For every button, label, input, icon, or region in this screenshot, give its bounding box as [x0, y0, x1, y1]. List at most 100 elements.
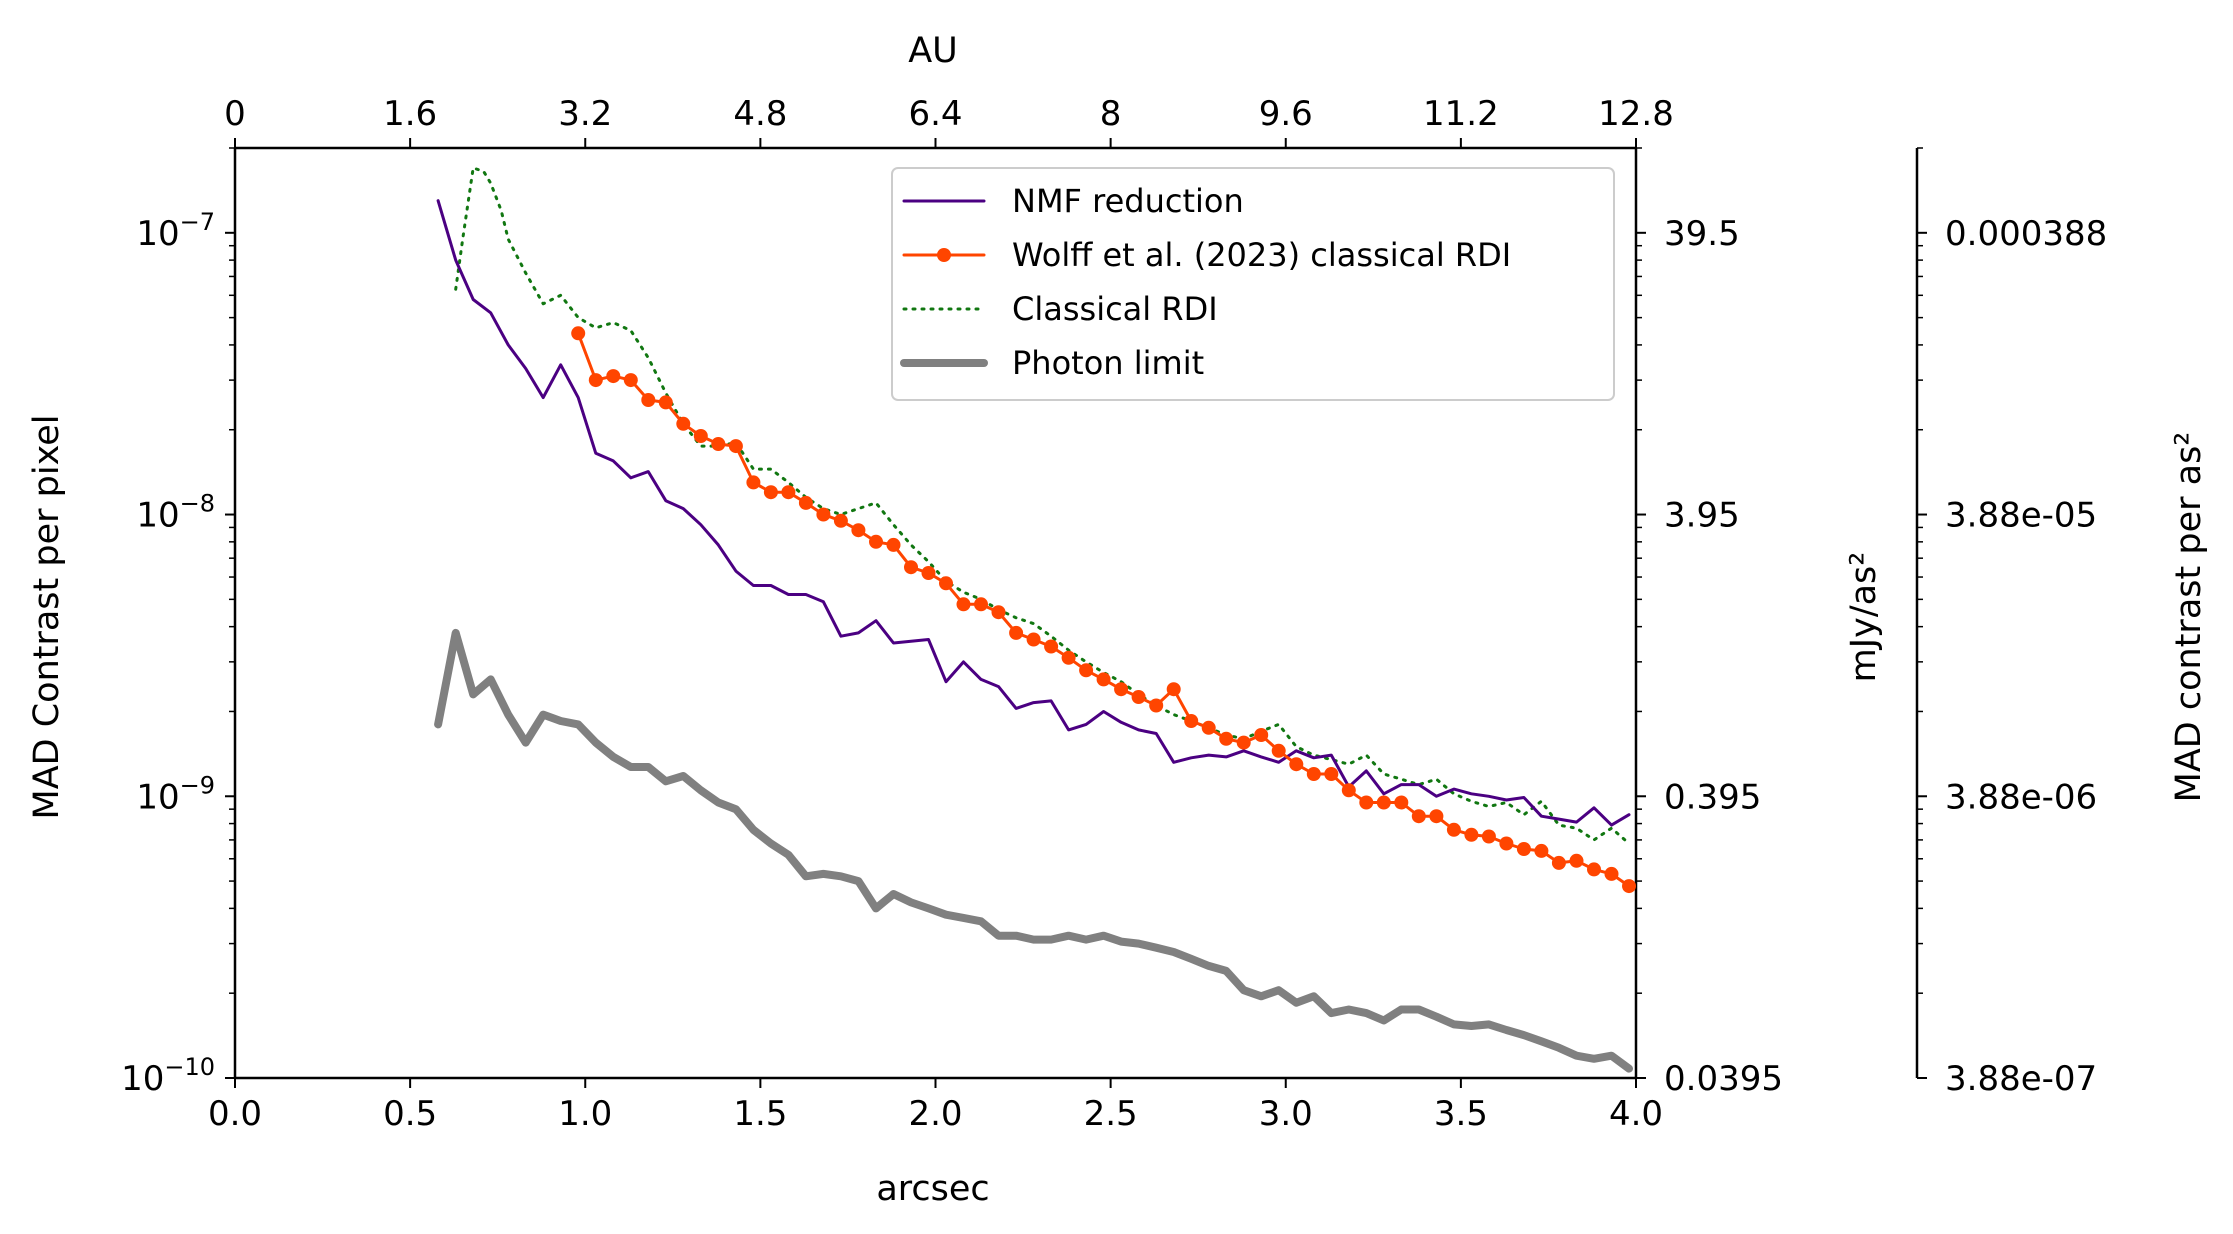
x-tick-label: 2.0: [908, 1094, 962, 1134]
data-point-wolff-et-al-2023-classical-rdi: [1604, 866, 1619, 881]
data-point-wolff-et-al-2023-classical-rdi: [571, 326, 586, 341]
data-point-wolff-et-al-2023-classical-rdi: [921, 566, 936, 580]
right-axis-1-tick-label: 39.5: [1664, 214, 1740, 254]
right-axis-2-tick-label: 3.88e-06: [1945, 777, 2097, 817]
legend-label: NMF reduction: [1012, 182, 1244, 220]
data-point-wolff-et-al-2023-classical-rdi: [1289, 757, 1304, 772]
data-point-wolff-et-al-2023-classical-rdi: [763, 485, 778, 500]
data-point-wolff-et-al-2023-classical-rdi: [781, 485, 796, 500]
top-axis-title: AU: [908, 31, 958, 71]
top-tick-label: 12.8: [1598, 94, 1674, 134]
data-point-wolff-et-al-2023-classical-rdi: [833, 513, 848, 528]
data-point-wolff-et-al-2023-classical-rdi: [798, 495, 813, 510]
y-tick-label: 10−10: [121, 1053, 215, 1099]
series-line-wolff-et-al-2023-classical-rdi: [576, 331, 1631, 888]
data-point-wolff-et-al-2023-classical-rdi: [991, 605, 1006, 620]
data-point-wolff-et-al-2023-classical-rdi: [1499, 836, 1514, 851]
data-point-wolff-et-al-2023-classical-rdi: [1551, 855, 1566, 870]
data-point-wolff-et-al-2023-classical-rdi: [1411, 809, 1426, 824]
x-tick-label: 1.0: [558, 1094, 612, 1134]
data-point-wolff-et-al-2023-classical-rdi: [1201, 720, 1216, 735]
y-axis-title: MAD Contrast per pixel: [27, 415, 67, 820]
series-line-nmf-reduction: [436, 199, 1631, 827]
data-point-wolff-et-al-2023-classical-rdi: [851, 523, 866, 538]
x-tick-label: 0.0: [208, 1094, 262, 1134]
data-point-wolff-et-al-2023-classical-rdi: [711, 437, 726, 451]
data-point-wolff-et-al-2023-classical-rdi: [1516, 842, 1531, 856]
data-point-wolff-et-al-2023-classical-rdi: [1149, 698, 1164, 713]
legend-marker: [937, 248, 951, 262]
data-point-wolff-et-al-2023-classical-rdi: [1114, 682, 1129, 697]
data-point-wolff-et-al-2023-classical-rdi: [816, 507, 831, 522]
data-point-wolff-et-al-2023-classical-rdi: [1271, 743, 1286, 758]
data-point-wolff-et-al-2023-classical-rdi: [693, 429, 708, 443]
x-tick-label: 3.5: [1434, 1094, 1488, 1134]
top-tick-label: 0: [224, 94, 246, 134]
data-point-wolff-et-al-2023-classical-rdi: [1236, 735, 1251, 750]
x-tick-label: 4.0: [1609, 1094, 1663, 1134]
data-point-wolff-et-al-2023-classical-rdi: [1044, 639, 1059, 654]
data-point-wolff-et-al-2023-classical-rdi: [1587, 862, 1601, 877]
data-point-wolff-et-al-2023-classical-rdi: [1026, 632, 1041, 647]
legend-label: Photon limit: [1012, 344, 1204, 382]
data-point-wolff-et-al-2023-classical-rdi: [1481, 829, 1496, 844]
data-point-wolff-et-al-2023-classical-rdi: [588, 373, 603, 388]
data-point-wolff-et-al-2023-classical-rdi: [1359, 795, 1374, 810]
data-point-wolff-et-al-2023-classical-rdi: [886, 537, 901, 552]
data-point-wolff-et-al-2023-classical-rdi: [1464, 827, 1479, 842]
legend-label: Classical RDI: [1012, 290, 1218, 328]
data-point-wolff-et-al-2023-classical-rdi: [956, 597, 971, 612]
top-tick-label: 9.6: [1259, 94, 1313, 134]
data-point-wolff-et-al-2023-classical-rdi: [1184, 714, 1199, 728]
data-point-wolff-et-al-2023-classical-rdi: [1131, 690, 1146, 704]
legend-label: Wolff et al. (2023) classical RDI: [1012, 236, 1511, 274]
series-line-classical-rdi: [454, 166, 1631, 845]
data-point-wolff-et-al-2023-classical-rdi: [939, 576, 953, 591]
data-point-wolff-et-al-2023-classical-rdi: [1376, 795, 1391, 810]
x-tick-label: 0.5: [383, 1094, 437, 1134]
x-tick-label: 3.0: [1259, 1094, 1313, 1134]
data-point-wolff-et-al-2023-classical-rdi: [1061, 650, 1076, 665]
data-point-wolff-et-al-2023-classical-rdi: [869, 534, 883, 549]
right-axis-2-tick-label: 0.000388: [1945, 214, 2107, 254]
right-axis-1-tick-label: 3.95: [1664, 496, 1740, 536]
top-tick-label: 6.4: [908, 94, 962, 134]
series-line-photon-limit: [434, 628, 1633, 1073]
y-tick-label: 10−8: [136, 490, 215, 536]
data-point-wolff-et-al-2023-classical-rdi: [974, 597, 988, 612]
data-point-wolff-et-al-2023-classical-rdi: [904, 560, 918, 575]
right-axis-2-tick-label: 3.88e-07: [1945, 1059, 2097, 1099]
top-tick-label: 1.6: [383, 94, 437, 134]
right-axis-1-title: mJy/as²: [1844, 552, 1884, 683]
data-point-wolff-et-al-2023-classical-rdi: [1166, 682, 1181, 697]
top-tick-label: 3.2: [558, 94, 612, 134]
data-point-wolff-et-al-2023-classical-rdi: [606, 369, 621, 384]
top-tick-label: 11.2: [1423, 94, 1499, 134]
data-point-wolff-et-al-2023-classical-rdi: [1446, 822, 1461, 837]
data-point-wolff-et-al-2023-classical-rdi: [1079, 663, 1094, 678]
data-point-wolff-et-al-2023-classical-rdi: [1219, 731, 1234, 746]
right-axis-2-title: MAD contrast per as²: [2169, 432, 2209, 803]
data-point-wolff-et-al-2023-classical-rdi: [1569, 853, 1584, 868]
series-layer: [434, 166, 1636, 1073]
data-point-wolff-et-al-2023-classical-rdi: [746, 475, 761, 490]
x-axis-title: arcsec: [876, 1169, 989, 1209]
data-point-wolff-et-al-2023-classical-rdi: [1324, 767, 1339, 781]
data-point-wolff-et-al-2023-classical-rdi: [1096, 672, 1111, 687]
data-point-wolff-et-al-2023-classical-rdi: [1429, 809, 1444, 824]
data-point-wolff-et-al-2023-classical-rdi: [1254, 728, 1269, 742]
data-point-wolff-et-al-2023-classical-rdi: [623, 373, 638, 388]
data-point-wolff-et-al-2023-classical-rdi: [1534, 843, 1549, 858]
right-axis-1-tick-label: 0.395: [1664, 777, 1761, 817]
top-tick-label: 8: [1100, 94, 1122, 134]
y-tick-label: 10−7: [136, 208, 215, 254]
x-tick-label: 2.5: [1084, 1094, 1138, 1134]
data-point-wolff-et-al-2023-classical-rdi: [1009, 625, 1024, 640]
data-point-wolff-et-al-2023-classical-rdi: [676, 416, 691, 431]
legend-box: [891, 167, 1615, 401]
top-tick-label: 4.8: [733, 94, 787, 134]
x-tick-label: 1.5: [733, 1094, 787, 1134]
data-point-wolff-et-al-2023-classical-rdi: [1341, 783, 1356, 798]
data-point-wolff-et-al-2023-classical-rdi: [728, 439, 743, 454]
right-axis-2-tick-label: 3.88e-05: [1945, 496, 2097, 536]
